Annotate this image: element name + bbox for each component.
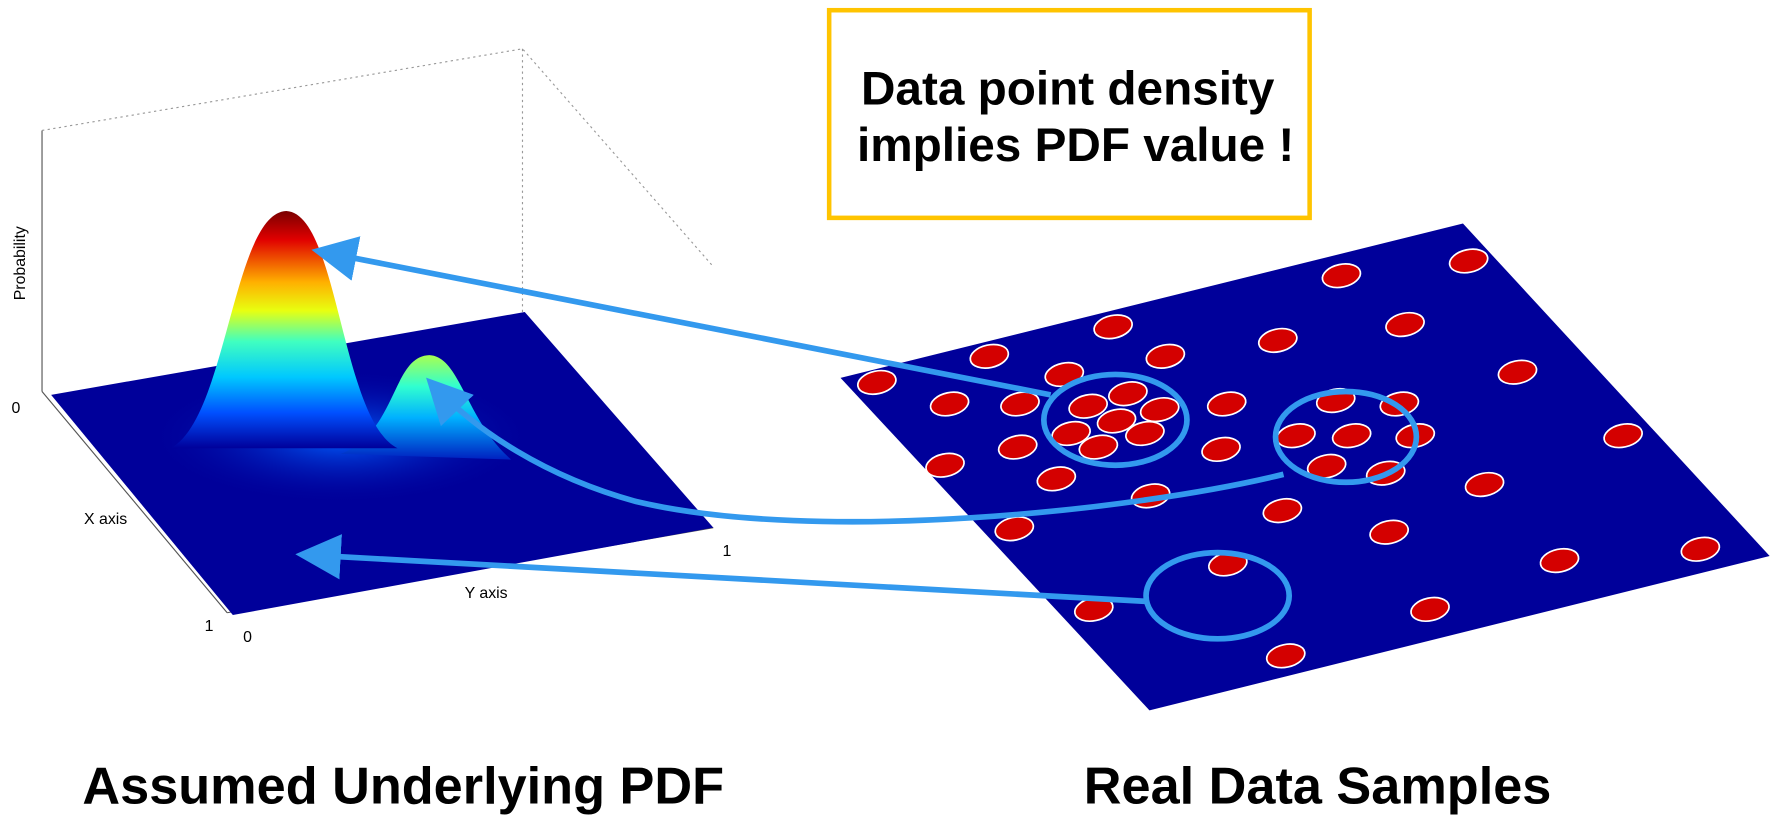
tick-label: 0	[243, 629, 252, 646]
surface-peak-large	[170, 211, 397, 448]
caption: Real Data Samples	[1084, 757, 1552, 815]
y-axis-label: Y axis	[465, 585, 508, 602]
tick-label: 1	[723, 543, 732, 560]
caption: Assumed Underlying PDF	[82, 757, 724, 815]
callout-line: implies PDF value !	[857, 119, 1294, 172]
page: Probability 0 X axis Y axis 1 1 0 Data p…	[0, 0, 1781, 817]
z-axis-label: Probability	[12, 226, 29, 300]
tick-label: 1	[205, 618, 214, 635]
pdf-plot	[42, 49, 713, 615]
x-axis-label: X axis	[84, 511, 127, 528]
callout-line: Data point density	[861, 62, 1275, 115]
sample-plane	[841, 224, 1770, 711]
diagram: Probability 0 X axis Y axis 1 1 0 Data p…	[0, 0, 1781, 817]
tick-label: 0	[11, 400, 20, 417]
box-edge	[42, 49, 713, 312]
